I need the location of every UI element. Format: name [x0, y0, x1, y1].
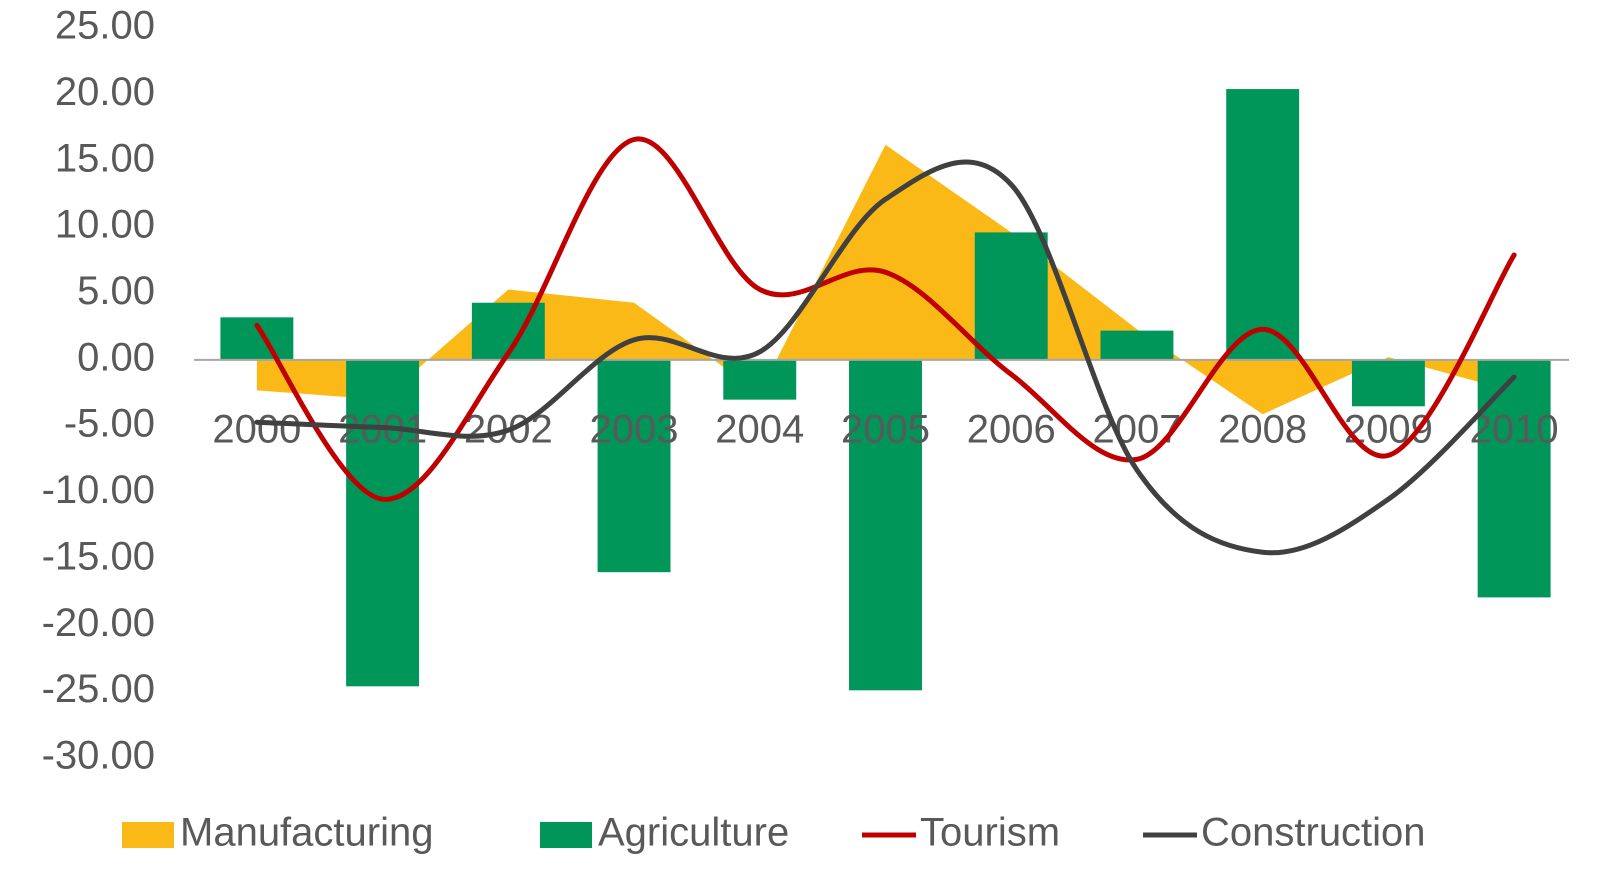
line: [254, 159, 1517, 556]
line: [254, 136, 1517, 502]
legend-swatch: [540, 822, 592, 848]
y-tick-label: 5.00: [77, 269, 155, 313]
bar: [346, 359, 420, 687]
x-tick-label: 2006: [967, 408, 1056, 452]
x-tick-label: 2010: [1470, 408, 1559, 452]
y-tick-label: -15.00: [42, 534, 155, 578]
bar: [849, 359, 922, 691]
legend-label: Manufacturing: [180, 811, 433, 855]
bar: [1100, 330, 1174, 360]
x-tick-label: 2008: [1218, 408, 1307, 452]
bar: [1226, 89, 1300, 360]
bar: [597, 359, 671, 573]
area: [256, 144, 1515, 415]
bar: [1477, 359, 1551, 598]
legend-label: Tourism: [920, 811, 1060, 855]
y-tick-label: 10.00: [55, 203, 155, 247]
y-tick-label: 0.00: [77, 335, 155, 379]
y-tick-label: 15.00: [55, 136, 155, 180]
x-tick-label: 2007: [1092, 408, 1181, 452]
bar: [1351, 359, 1425, 407]
legend-label: Agriculture: [598, 811, 789, 855]
y-tick-label: -20.00: [42, 601, 155, 645]
x-tick-label: 2004: [715, 408, 804, 452]
y-tick-label: 20.00: [55, 70, 155, 114]
bar: [974, 232, 1048, 360]
y-tick-label: 25.00: [55, 4, 155, 48]
y-tick-label: -25.00: [42, 667, 155, 711]
bar: [723, 359, 797, 400]
x-tick-label: 2005: [841, 408, 930, 452]
y-tick-label: -10.00: [42, 468, 155, 512]
x-tick-label: 2000: [212, 408, 301, 452]
y-tick-label: -5.00: [64, 402, 155, 446]
y-tick-label: -30.00: [42, 734, 155, 778]
legend-label: Construction: [1201, 811, 1426, 855]
x-tick-label: 2003: [590, 408, 679, 452]
legend-swatch: [122, 822, 174, 848]
